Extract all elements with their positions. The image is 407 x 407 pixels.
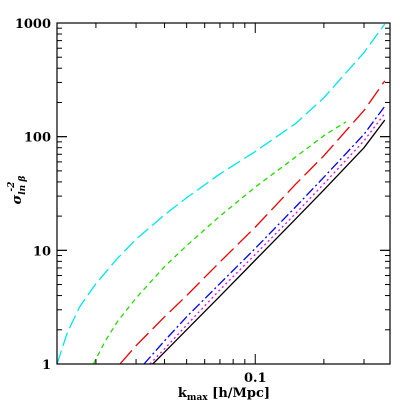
y-tick-label: 1 [42,358,51,373]
y-axis-label-superscript: -2 [7,182,17,192]
series-line-5 [149,113,386,365]
series-line-6 [152,119,386,365]
series-line-4 [143,105,386,365]
series-line-3 [119,80,386,365]
y-axis-label: σln β-2 [7,176,28,205]
x-axis-label-main: k [178,386,188,401]
x-axis-label: kmax [h/Mpc] [178,386,270,403]
y-tick-label: 100 [24,131,51,146]
x-tick-label: 0.1 [244,371,267,386]
tick-layer: 1 10 100 1000 0.1 [15,17,390,386]
plot-frame [56,22,391,365]
y-axis-label-main: σ [10,194,25,204]
x-axis-label-unit: [h/Mpc] [208,386,270,401]
series-line-1 [56,23,386,365]
x-axis-label-subscript: max [187,393,208,403]
series-layer [56,23,386,365]
y-axis-label-subscript: ln β [18,176,28,195]
y-tick-label: 10 [33,244,51,259]
y-tick-label: 1000 [15,17,51,32]
